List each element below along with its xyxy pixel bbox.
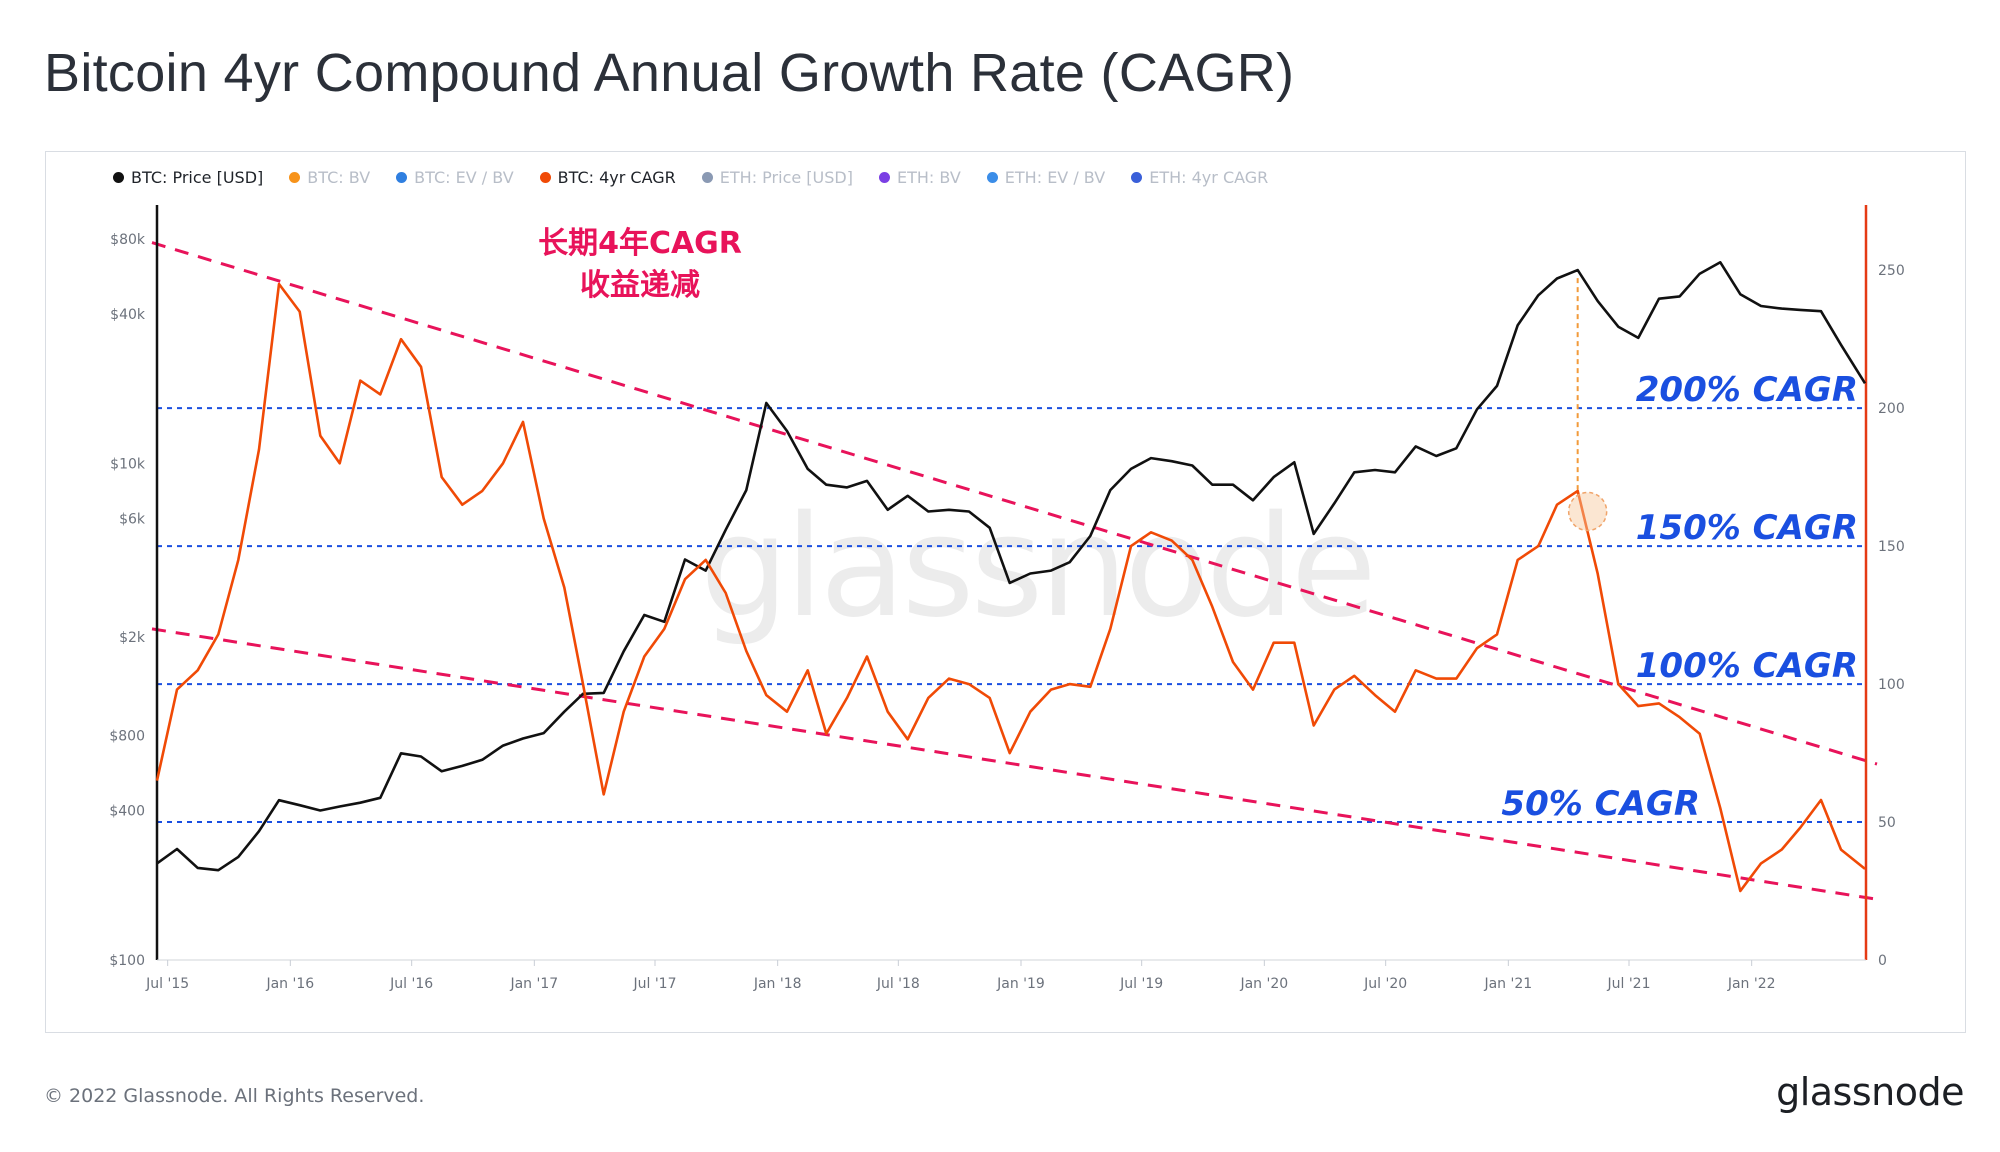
y-left-tick-label: $400 xyxy=(109,803,145,819)
legend-dot-icon xyxy=(1131,172,1143,183)
annotation-line-1: 长期4年CAGR xyxy=(538,226,742,261)
axes: $100 $400 $800 $2k $6k $10k $40k $80k 0 50 100 150 2… xyxy=(109,205,1905,992)
y-left-tick-label: $80k xyxy=(110,232,146,248)
legend-item-eth-bv[interactable]: ETH: BV xyxy=(878,168,961,187)
y-right-tick-label: 200 xyxy=(1878,401,1905,417)
y-left-tick-label: $10k xyxy=(110,456,146,472)
legend-dot-icon xyxy=(701,172,713,183)
x-tick-label: Jan '20 xyxy=(1239,976,1288,992)
x-tick-label: Jul '18 xyxy=(876,976,920,992)
cagr-labels: 200% CAGR 150% CAGR 100% CAGR 50% CAGR xyxy=(1501,370,1858,824)
legend-label: BTC: Price [USD] xyxy=(131,168,264,187)
legend-label: ETH: EV / BV xyxy=(1004,168,1106,187)
series-lines xyxy=(155,261,1867,893)
cagr-line xyxy=(155,282,1866,893)
cagr-label-150: 150% CAGR xyxy=(1636,508,1858,548)
legend-dot-icon xyxy=(539,172,551,183)
legend-dot-icon xyxy=(289,172,301,183)
x-tick-label: Jul '15 xyxy=(145,976,189,992)
y-left-tick-label: $100 xyxy=(109,953,145,969)
legend-item-btc-bv[interactable]: BTC: BV xyxy=(289,168,370,187)
legend-item-btc-ev-bv[interactable]: BTC: EV / BV xyxy=(396,168,514,187)
y-left-tick-label: $40k xyxy=(110,307,146,323)
y-left-tick-label: $800 xyxy=(109,729,145,745)
page-title: Bitcoin 4yr Compound Annual Growth Rate … xyxy=(44,43,1295,103)
legend-item-eth-price[interactable]: ETH: Price [USD] xyxy=(701,168,853,187)
legend-dot-icon xyxy=(396,172,408,183)
y-right-tick-label: 0 xyxy=(1878,953,1887,969)
x-tick-label: Jan '21 xyxy=(1483,976,1532,992)
x-tick-label: Jan '19 xyxy=(996,976,1045,992)
chart-panel xyxy=(45,151,1966,1033)
cagr-label-50: 50% CAGR xyxy=(1501,784,1700,824)
x-tick-label: Jul '19 xyxy=(1119,976,1163,992)
chart-legend: BTC: Price [USD] BTC: BV BTC: EV / BV BT… xyxy=(113,168,1268,187)
y-left-tick-label: $6k xyxy=(119,511,146,527)
legend-item-btc-price[interactable]: BTC: Price [USD] xyxy=(113,168,263,187)
x-tick-label: Jan '22 xyxy=(1727,976,1776,992)
legend-item-eth-ev-bv[interactable]: ETH: EV / BV xyxy=(986,168,1106,187)
x-tick-label: Jan '16 xyxy=(265,976,314,992)
legend-item-btc-4yr-cagr[interactable]: BTC: 4yr CAGR xyxy=(539,168,676,187)
highlight-markers xyxy=(1567,278,1608,532)
x-tick-label: Jul '20 xyxy=(1363,976,1407,992)
trend-line-2 xyxy=(151,627,1878,901)
y-right-tick-label: 50 xyxy=(1878,815,1896,831)
legend-label: BTC: EV / BV xyxy=(414,168,514,187)
x-tick-label: Jan '17 xyxy=(509,976,558,992)
copyright-footer: © 2022 Glassnode. All Rights Reserved. xyxy=(44,1085,425,1107)
x-tick-label: Jul '17 xyxy=(632,976,676,992)
legend-dot-icon xyxy=(113,172,124,183)
glassnode-logo: glassnode xyxy=(1776,1070,1964,1114)
guide-lines xyxy=(157,407,1866,824)
y-left-tick-label: $2k xyxy=(119,630,146,646)
legend-dot-icon xyxy=(986,172,998,183)
y-right-tick-label: 100 xyxy=(1878,677,1905,693)
y-right-tick-label: 150 xyxy=(1878,539,1905,555)
watermark: glassnode xyxy=(700,486,1373,649)
trend-line-1 xyxy=(151,241,1878,766)
legend-label: ETH: Price [USD] xyxy=(719,168,853,187)
cagr-label-200: 200% CAGR xyxy=(1636,370,1858,410)
cagr-label-100: 100% CAGR xyxy=(1636,646,1858,686)
price-line xyxy=(156,261,1867,872)
highlight-circle xyxy=(1567,491,1608,532)
trend-lines xyxy=(151,241,1878,901)
legend-dot-icon xyxy=(878,172,890,183)
x-tick-label: Jul '21 xyxy=(1606,976,1650,992)
annotation-line-2: 收益递减 xyxy=(580,268,700,303)
legend-label: BTC: 4yr CAGR xyxy=(557,168,676,187)
x-tick-label: Jul '16 xyxy=(389,976,433,992)
legend-label: BTC: BV xyxy=(307,168,371,187)
legend-item-eth-4yr-cagr[interactable]: ETH: 4yr CAGR xyxy=(1131,168,1268,187)
y-right-tick-label: 250 xyxy=(1878,263,1905,279)
legend-label: ETH: BV xyxy=(896,168,961,187)
legend-label: ETH: 4yr CAGR xyxy=(1149,168,1269,187)
x-tick-label: Jan '18 xyxy=(753,976,802,992)
